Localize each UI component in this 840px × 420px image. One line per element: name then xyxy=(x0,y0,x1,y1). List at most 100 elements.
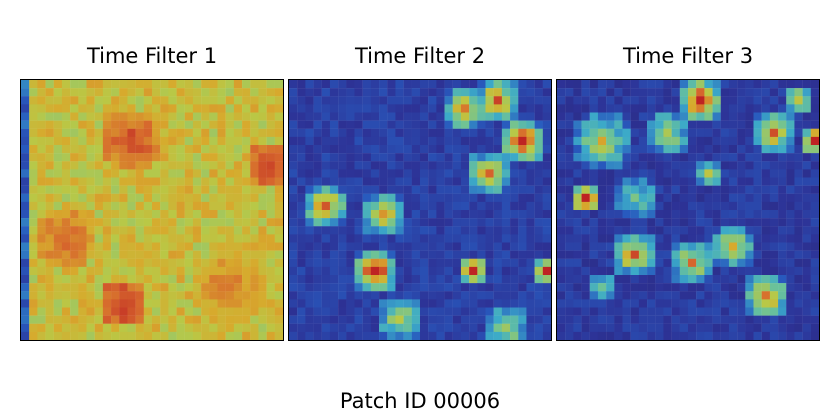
heatmap-cell xyxy=(565,266,574,276)
heatmap-cell xyxy=(688,177,697,186)
heatmap-cell xyxy=(152,185,161,194)
heatmap-cell xyxy=(329,315,339,324)
heatmap-cell xyxy=(313,112,322,121)
heatmap-cell xyxy=(704,104,713,113)
heatmap-cell xyxy=(266,291,275,300)
heatmap-cell xyxy=(127,275,136,284)
heatmap-cell xyxy=(29,161,38,170)
heatmap-cell xyxy=(119,266,128,276)
heatmap-cell xyxy=(379,275,388,284)
heatmap-cell xyxy=(485,185,494,194)
heatmap-cell xyxy=(493,242,503,251)
heatmap-cell xyxy=(21,169,30,178)
heatmap-cell xyxy=(184,153,194,162)
heatmap-cell xyxy=(671,234,680,243)
heatmap-cell xyxy=(217,218,226,227)
heatmap-cell xyxy=(111,169,120,178)
heatmap-cell xyxy=(258,161,267,170)
heatmap-cell xyxy=(542,177,551,186)
heatmap-cell xyxy=(305,201,314,211)
heatmap-cell xyxy=(589,307,599,316)
heatmap-cell xyxy=(297,169,306,178)
heatmap-cell xyxy=(452,291,462,300)
heatmap-cell xyxy=(29,153,38,162)
heatmap-cell xyxy=(37,120,46,129)
heatmap-cell xyxy=(786,96,795,105)
heatmap-cell xyxy=(338,218,347,227)
heatmap-cell xyxy=(258,201,267,211)
heatmap-cell xyxy=(411,193,421,203)
heatmap-cell xyxy=(102,218,112,227)
heatmap-cell xyxy=(152,193,161,203)
heatmap-cell xyxy=(501,234,511,243)
heatmap-cell xyxy=(266,226,275,235)
heatmap-cell xyxy=(274,210,283,219)
heatmap-cell xyxy=(411,258,421,268)
heatmap-cell xyxy=(338,299,347,308)
heatmap-cell xyxy=(242,307,251,316)
heatmap-cell xyxy=(622,88,631,97)
heatmap-cell xyxy=(102,323,112,333)
heatmap-cell xyxy=(501,283,511,292)
heatmap-cell xyxy=(542,218,551,227)
heatmap-cell xyxy=(346,104,355,113)
heatmap-cell xyxy=(761,201,771,211)
heatmap-cell xyxy=(61,145,71,154)
heatmap-cell xyxy=(370,136,380,146)
heatmap-cell xyxy=(45,169,54,178)
heatmap-cell xyxy=(688,112,697,121)
heatmap-cell xyxy=(728,120,738,129)
heatmap-cell xyxy=(469,128,478,138)
heatmap-cell xyxy=(638,104,648,113)
heatmap-cell xyxy=(778,331,787,340)
heatmap-cell xyxy=(663,210,672,219)
heatmap-cell xyxy=(510,258,519,268)
heatmap-cell xyxy=(712,283,721,292)
heatmap-cell xyxy=(242,331,251,340)
heatmap-cell xyxy=(452,210,462,219)
heatmap-cell xyxy=(21,218,30,227)
heatmap-cell xyxy=(542,283,551,292)
heatmap-cell xyxy=(745,323,754,333)
heatmap-cell xyxy=(534,112,543,121)
heatmap-cell xyxy=(86,120,95,129)
heatmap-cell xyxy=(135,128,144,138)
heatmap-cell xyxy=(622,193,631,203)
heatmap-cell xyxy=(485,315,494,324)
heatmap-cell xyxy=(258,88,267,97)
heatmap-cell xyxy=(297,266,306,276)
heatmap-cell xyxy=(704,210,713,219)
heatmap-cell xyxy=(581,185,590,194)
heatmap-cell xyxy=(192,169,202,178)
heatmap-cell xyxy=(688,266,697,276)
heatmap-cell xyxy=(289,201,298,211)
heatmap-cell xyxy=(622,250,631,259)
heatmap-cell xyxy=(688,128,697,138)
heatmap-cell xyxy=(589,291,599,300)
heatmap-cell xyxy=(720,218,730,227)
heatmap-cell xyxy=(135,258,144,268)
heatmap-cell xyxy=(321,275,331,284)
heatmap-cell xyxy=(477,153,486,162)
heatmap-cell xyxy=(444,226,453,235)
heatmap-cell xyxy=(655,201,664,211)
heatmap-cell xyxy=(573,104,582,113)
heatmap-cell xyxy=(168,242,177,251)
heatmap-cell xyxy=(704,136,713,146)
heatmap-cell xyxy=(452,177,462,186)
heatmap-cell xyxy=(119,226,128,235)
heatmap-cell xyxy=(321,210,331,219)
heatmap-cell xyxy=(614,201,623,211)
heatmap-cell xyxy=(436,331,445,340)
heatmap-cell xyxy=(321,177,331,186)
heatmap-cell xyxy=(526,104,535,113)
heatmap-cell xyxy=(794,315,803,324)
heatmap-cell xyxy=(119,161,128,170)
heatmap-cell xyxy=(160,291,169,300)
heatmap-cell xyxy=(29,258,38,268)
heatmap-cell xyxy=(745,177,754,186)
heatmap-cell xyxy=(663,169,672,178)
heatmap-cell xyxy=(704,331,713,340)
heatmap-cell xyxy=(338,80,347,89)
heatmap-cell xyxy=(250,193,259,203)
